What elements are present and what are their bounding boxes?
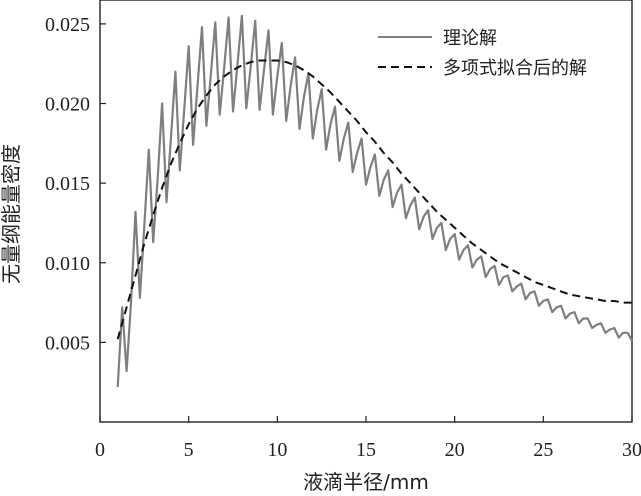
y-axis-label: 无量纲能量密度 <box>0 144 23 284</box>
y-tick-label: 0.015 <box>45 173 90 195</box>
x-tick-label: 5 <box>184 439 194 461</box>
x-tick-label: 15 <box>356 439 376 461</box>
y-tick-label: 0.010 <box>45 253 90 275</box>
y-axis-ticks: 0.005 0.010 0.015 0.020 0.025 <box>45 14 106 354</box>
x-tick-label: 0 <box>95 439 105 461</box>
x-axis-ticks: 0 5 10 15 20 25 30 <box>95 416 641 461</box>
x-tick-label: 20 <box>445 439 465 461</box>
series-layer <box>116 14 633 388</box>
legend-label-theory: 理论解 <box>443 28 497 49</box>
x-tick-label: 30 <box>622 439 641 461</box>
y-tick-label: 0.020 <box>45 94 90 116</box>
legend-label-fit: 多项式拟合后的解 <box>443 58 587 79</box>
series-polyfit-line <box>116 59 632 340</box>
x-tick-label: 25 <box>533 439 553 461</box>
x-tick-label: 10 <box>267 439 287 461</box>
x-axis-label: 液滴半径/mm <box>303 470 429 494</box>
legend: 理论解 多项式拟合后的解 <box>378 28 587 79</box>
y-tick-label: 0.025 <box>45 14 90 36</box>
y-tick-label: 0.005 <box>45 332 90 354</box>
series-theory-line <box>116 14 633 388</box>
